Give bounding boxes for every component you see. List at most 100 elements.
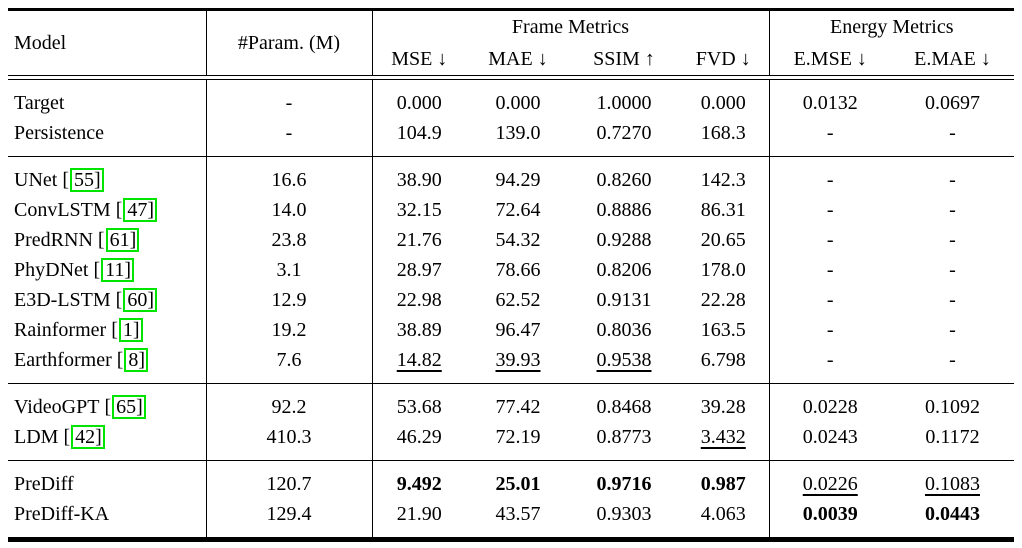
table-row-prediff-ka: PreDiff-KA 129.4 21.90 43.57 0.9303 4.06… <box>8 499 1014 540</box>
model-cell: Rainformer 1 <box>8 315 206 345</box>
col-header-ssim: SSIM ↑ <box>593 48 655 70</box>
param-cell: 7.6 <box>205 345 372 384</box>
ssim-cell: 0.8206 <box>596 259 652 281</box>
table-row-e3dlstm: E3D-LSTM 60 12.9 22.98 62.52 0.9131 22.28… <box>8 285 1014 315</box>
model-label: PhyDNet <box>14 259 89 281</box>
param-cell: 14.0 <box>205 195 372 225</box>
mae-cell: 96.47 <box>495 319 541 341</box>
model-cell: UNet 55 <box>8 157 206 196</box>
emse-cell: 0.0039 <box>768 499 891 540</box>
col-header-model: Model <box>14 32 67 54</box>
fvd-cell: 4.063 <box>678 499 769 540</box>
citation-link[interactable]: 55 <box>62 168 104 192</box>
model-label: PredRNN <box>14 229 93 251</box>
citation-number[interactable]: 61 <box>105 228 140 252</box>
mae-cell: 43.57 <box>466 499 570 540</box>
fvd-cell: 0.987 <box>700 473 746 495</box>
mse-cell: 21.90 <box>371 499 466 540</box>
model-cell: Earthformer 8 <box>8 345 206 384</box>
emae-cell: - <box>949 169 956 191</box>
table-row-videogpt: VideoGPT 65 92.2 53.68 77.42 0.8468 39.28… <box>8 383 1014 423</box>
ssim-cell: 0.9538 <box>570 345 678 384</box>
mae-cell: 0.000 <box>495 92 541 114</box>
citation-number[interactable]: 65 <box>112 395 146 419</box>
ssim-cell: 0.8260 <box>596 169 652 191</box>
param-cell: 16.6 <box>205 156 372 195</box>
mae-cell: 39.93 <box>466 345 570 384</box>
col-header-fvd: FVD ↓ <box>695 48 751 70</box>
mse-cell: 22.98 <box>371 285 466 315</box>
table-row-target: Target - 0.000 0.000 1.0000 0.000 0.0132… <box>8 79 1014 118</box>
table-row-predrnn: PredRNN61 23.8 21.76 54.32 0.9288 20.65 … <box>8 225 1014 255</box>
model-label: PreDiff-KA <box>14 503 110 525</box>
emse-cell: - <box>768 195 891 225</box>
citation-link[interactable]: 11 <box>93 258 135 282</box>
mae-cell: 25.01 <box>495 473 541 495</box>
emse-cell: - <box>768 255 891 285</box>
emse-cell: 0.0132 <box>768 79 891 118</box>
model-cell: Persistence <box>8 118 206 157</box>
emse-cell: - <box>768 345 891 384</box>
model-label: Target <box>14 92 65 114</box>
mae-cell: 54.32 <box>495 229 541 251</box>
emae-cell: 0.1092 <box>925 396 980 418</box>
mae-cell: 78.66 <box>495 259 541 281</box>
model-cell: PredRNN 61 <box>8 225 206 255</box>
mse-cell: 38.89 <box>371 315 466 345</box>
col-header-emae: E.MAE ↓ <box>914 48 991 70</box>
citation-link[interactable]: 1 <box>111 318 143 342</box>
emae-cell: - <box>891 118 1014 157</box>
fvd-cell: 163.5 <box>700 319 746 341</box>
mae-cell: 94.29 <box>495 169 541 191</box>
emae-cell: - <box>949 259 956 281</box>
citation-link[interactable]: 42 <box>63 425 105 449</box>
emse-cell: - <box>768 315 891 345</box>
model-cell: VideoGPT 65 <box>8 384 206 423</box>
mse-cell: 9.492 <box>371 460 466 499</box>
mse-cell: 38.90 <box>371 156 466 195</box>
model-cell: PreDiff-KA <box>8 499 206 540</box>
citation-link[interactable]: 8 <box>117 348 149 372</box>
param-cell: 19.2 <box>205 315 372 345</box>
table-row-rainformer: Rainformer 1 19.2 38.89 96.47 0.8036 163.… <box>8 315 1014 345</box>
fvd-cell: 0.000 <box>700 92 746 114</box>
emse-cell: 0.0243 <box>768 422 891 461</box>
citation-number[interactable]: 11 <box>101 258 135 282</box>
col-header-mae: MAE ↓ <box>488 48 548 70</box>
citation-number[interactable]: 60 <box>123 288 158 312</box>
emae-cell: 0.0443 <box>891 499 1014 540</box>
param-cell: 129.4 <box>205 499 372 540</box>
citation-number[interactable]: 8 <box>124 348 149 372</box>
model-label: E3D-LSTM <box>14 289 111 311</box>
mae-cell: 139.0 <box>466 118 570 157</box>
citation-link[interactable]: 47 <box>116 198 158 222</box>
fvd-cell: 39.28 <box>700 396 746 418</box>
model-label: LDM <box>14 426 59 448</box>
emae-cell: - <box>949 319 956 341</box>
ssim-cell: 0.9716 <box>596 473 652 495</box>
mae-cell: 72.64 <box>495 199 541 221</box>
citation-number[interactable]: 47 <box>123 198 158 222</box>
emae-cell: - <box>949 229 956 251</box>
citation-number[interactable]: 1 <box>118 318 143 342</box>
ssim-cell: 0.8036 <box>596 319 652 341</box>
col-header-mse: MSE ↓ <box>371 43 466 76</box>
citation-number[interactable]: 55 <box>70 168 104 192</box>
model-label: VideoGPT <box>14 396 100 418</box>
ssim-cell: 1.0000 <box>596 92 652 114</box>
mse-cell: 14.82 <box>371 345 466 384</box>
mse-cell: 46.29 <box>371 422 466 461</box>
citation-link[interactable]: 60 <box>116 288 158 312</box>
param-cell: 120.7 <box>205 460 372 499</box>
citation-link[interactable]: 65 <box>104 395 146 419</box>
citation-number[interactable]: 42 <box>71 425 105 449</box>
model-label: Persistence <box>14 122 104 144</box>
param-cell: 92.2 <box>205 383 372 422</box>
mse-cell: 28.97 <box>371 255 466 285</box>
citation-link[interactable]: 61 <box>98 228 140 252</box>
emae-cell: - <box>949 199 956 221</box>
model-cell: ConvLSTM 47 <box>8 195 206 225</box>
param-cell: - <box>205 118 372 157</box>
model-label: PreDiff <box>14 473 74 495</box>
fvd-cell: 178.0 <box>700 259 746 281</box>
